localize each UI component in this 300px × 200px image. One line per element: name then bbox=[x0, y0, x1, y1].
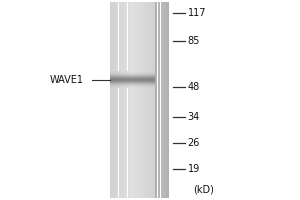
Bar bbox=[141, 2, 142, 198]
Bar bbox=[122, 2, 123, 198]
Bar bbox=[132, 2, 133, 198]
Bar bbox=[116, 2, 117, 198]
Bar bbox=[133, 2, 134, 198]
Text: (kD): (kD) bbox=[194, 184, 214, 194]
Bar bbox=[111, 2, 112, 198]
Bar bbox=[120, 2, 121, 198]
Text: 19: 19 bbox=[188, 164, 200, 174]
Bar bbox=[163, 2, 164, 198]
Text: 26: 26 bbox=[188, 138, 200, 148]
Bar bbox=[151, 2, 152, 198]
Bar bbox=[114, 2, 115, 198]
Bar bbox=[168, 2, 169, 198]
Bar bbox=[167, 2, 168, 198]
Bar bbox=[124, 2, 125, 198]
Bar bbox=[128, 2, 129, 198]
Bar bbox=[144, 2, 145, 198]
Bar bbox=[159, 2, 160, 198]
Bar bbox=[156, 2, 157, 198]
Bar bbox=[152, 2, 153, 198]
Bar bbox=[146, 2, 147, 198]
Bar bbox=[157, 2, 158, 198]
Bar bbox=[125, 2, 126, 198]
Bar bbox=[160, 2, 161, 198]
Bar bbox=[143, 2, 144, 198]
Text: WAVE1: WAVE1 bbox=[50, 75, 84, 85]
Bar bbox=[169, 2, 170, 198]
Bar bbox=[161, 2, 162, 198]
Bar bbox=[136, 2, 138, 198]
Bar bbox=[147, 2, 148, 198]
Bar bbox=[139, 2, 140, 198]
Bar bbox=[140, 2, 141, 198]
Bar bbox=[112, 2, 113, 198]
Bar bbox=[155, 2, 156, 198]
Bar bbox=[110, 2, 111, 198]
Bar bbox=[126, 2, 128, 198]
Bar bbox=[130, 2, 131, 198]
Bar bbox=[117, 2, 119, 198]
Bar bbox=[131, 2, 132, 198]
Bar bbox=[135, 2, 136, 198]
Text: 85: 85 bbox=[188, 36, 200, 46]
Bar bbox=[148, 2, 149, 198]
Bar bbox=[158, 2, 159, 198]
Bar bbox=[123, 2, 124, 198]
Bar bbox=[115, 2, 116, 198]
Bar bbox=[153, 2, 154, 198]
Bar bbox=[121, 2, 122, 198]
Bar bbox=[113, 2, 114, 198]
Bar bbox=[150, 2, 151, 198]
Bar bbox=[118, 2, 120, 198]
Bar bbox=[164, 2, 165, 198]
Text: 34: 34 bbox=[188, 112, 200, 122]
Bar bbox=[142, 2, 143, 198]
Bar bbox=[129, 2, 130, 198]
Bar bbox=[165, 2, 166, 198]
Bar bbox=[154, 2, 155, 198]
Bar bbox=[134, 2, 135, 198]
Bar bbox=[138, 2, 139, 198]
Text: 48: 48 bbox=[188, 82, 200, 92]
Text: 117: 117 bbox=[188, 8, 206, 18]
Bar bbox=[162, 2, 163, 198]
Bar bbox=[149, 2, 150, 198]
Bar bbox=[166, 2, 167, 198]
